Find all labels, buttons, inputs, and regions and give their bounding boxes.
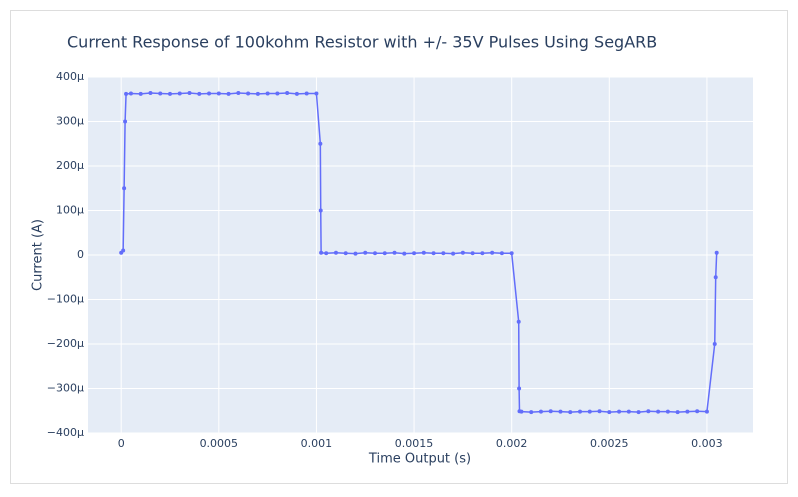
data-point <box>480 251 485 256</box>
data-point <box>587 409 592 414</box>
data-point <box>431 251 436 256</box>
y-tick-label: 200μ <box>56 159 84 172</box>
data-point <box>665 409 670 414</box>
data-point <box>516 319 521 324</box>
data-point <box>607 410 612 415</box>
data-point <box>646 409 651 414</box>
data-point <box>246 91 251 96</box>
data-point <box>124 91 129 96</box>
data-point <box>714 250 719 255</box>
data-point <box>333 250 338 255</box>
data-point <box>712 342 717 346</box>
y-tick-label: −300μ <box>47 382 84 395</box>
data-point <box>304 91 309 96</box>
data-point <box>343 251 348 256</box>
data-point <box>275 91 280 96</box>
data-point <box>373 251 378 256</box>
data-point <box>470 251 475 256</box>
data-point <box>538 409 543 414</box>
y-tick-label: −400μ <box>47 426 84 439</box>
data-point <box>187 91 192 96</box>
data-point <box>713 275 718 280</box>
data-point <box>382 251 387 256</box>
data-point <box>158 91 163 96</box>
data-point <box>353 251 358 256</box>
data-point <box>392 250 397 255</box>
data-point <box>265 91 270 96</box>
x-tick-label: 0.002 <box>496 437 528 450</box>
data-point <box>558 409 563 414</box>
y-tick-label: 400μ <box>56 70 84 83</box>
data-point <box>529 410 534 415</box>
data-point <box>121 248 126 253</box>
data-point <box>509 251 514 256</box>
data-point <box>318 208 323 213</box>
data-point <box>490 250 495 255</box>
data-point <box>177 91 182 96</box>
data-point <box>451 251 456 256</box>
data-point <box>499 251 504 256</box>
data-point <box>656 409 661 414</box>
data-point <box>285 91 290 96</box>
x-tick-label: 0.003 <box>691 437 723 450</box>
y-tick-label: −200μ <box>47 337 84 350</box>
data-point <box>402 251 407 256</box>
data-point <box>695 409 700 414</box>
data-point <box>197 91 202 96</box>
y-tick-label: −100μ <box>47 293 84 306</box>
y-tick-label: 100μ <box>56 204 84 217</box>
data-point <box>636 410 641 415</box>
data-point <box>578 409 583 414</box>
x-tick-label: 0.001 <box>301 437 333 450</box>
x-axis-label: Time Output (s) <box>368 452 471 467</box>
data-point <box>226 91 231 96</box>
data-point <box>216 91 221 96</box>
data-point <box>255 91 260 96</box>
data-point <box>519 409 524 414</box>
data-point <box>685 409 690 414</box>
data-point <box>568 410 573 415</box>
data-point <box>122 186 127 191</box>
data-point <box>319 250 324 255</box>
data-point <box>626 409 631 414</box>
data-point <box>597 409 602 414</box>
data-point <box>412 251 417 256</box>
data-point <box>675 410 680 415</box>
x-tick-label: 0.0005 <box>200 437 239 450</box>
data-point <box>421 250 426 255</box>
data-point <box>128 91 133 96</box>
y-tick-label: 0 <box>77 248 84 261</box>
x-tick-label: 0 <box>118 437 125 450</box>
data-point <box>138 91 143 96</box>
data-point <box>148 91 153 96</box>
data-point <box>294 91 299 96</box>
y-axis-label: Current (A) <box>31 219 46 291</box>
data-point <box>548 409 553 414</box>
data-point <box>236 91 241 96</box>
data-point <box>617 409 622 414</box>
data-point <box>168 91 173 96</box>
data-point <box>123 119 128 124</box>
x-tick-label: 0.0015 <box>395 437 434 450</box>
data-point <box>517 386 522 391</box>
data-point <box>207 91 212 96</box>
x-tick-label: 0.0025 <box>590 437 629 450</box>
data-point <box>363 250 368 255</box>
data-point <box>314 91 319 96</box>
data-point <box>460 250 465 255</box>
data-point <box>324 251 329 256</box>
data-point <box>704 409 709 414</box>
data-point <box>318 141 323 146</box>
data-point <box>441 251 446 256</box>
y-tick-label: 300μ <box>56 115 84 128</box>
chart-title: Current Response of 100kohm Resistor wit… <box>67 33 657 52</box>
